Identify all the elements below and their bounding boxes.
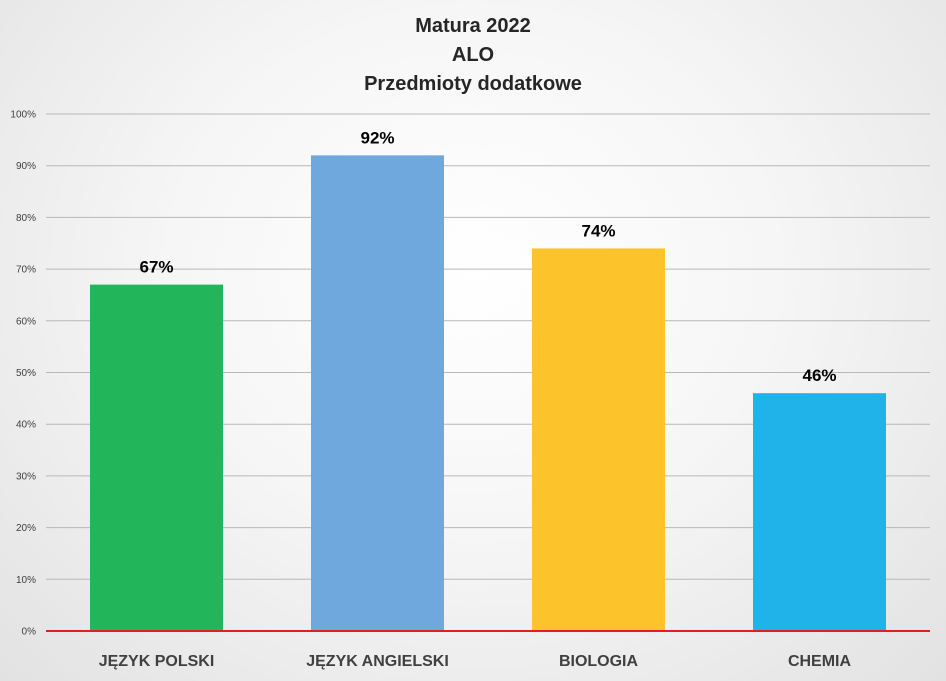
category-label: CHEMIA xyxy=(788,653,852,670)
y-tick-label: 10% xyxy=(16,575,36,586)
chart-title-line-3: Przedmioty dodatkowe xyxy=(364,73,582,95)
bar-3 xyxy=(532,248,665,632)
bar-1 xyxy=(90,284,223,631)
chart-title: Matura 2022 ALO Przedmioty dodatkowe xyxy=(0,12,946,99)
category-label: BIOLOGIA xyxy=(559,653,639,670)
chart-title-line-1: Matura 2022 xyxy=(415,15,531,37)
data-label: 74% xyxy=(581,221,615,240)
category-label: JĘZYK ANGIELSKI xyxy=(306,653,449,670)
y-tick-label: 50% xyxy=(16,368,36,379)
data-label: 92% xyxy=(360,128,394,147)
y-tick-label: 30% xyxy=(16,471,36,482)
y-tick-label: 100% xyxy=(10,110,36,121)
bar-4 xyxy=(753,393,886,631)
y-tick-label: 20% xyxy=(16,523,36,534)
y-tick-label: 90% xyxy=(16,161,36,172)
chart-title-line-2: ALO xyxy=(451,44,495,66)
y-tick-label: 0% xyxy=(22,627,37,638)
category-label: JĘZYK POLSKI xyxy=(99,653,215,670)
data-label: 46% xyxy=(802,366,836,385)
y-tick-label: 70% xyxy=(16,265,36,276)
bar-2 xyxy=(311,155,444,632)
y-tick-label: 60% xyxy=(16,316,36,327)
data-label: 67% xyxy=(139,258,173,277)
y-tick-label: 80% xyxy=(16,213,36,224)
y-tick-label: 40% xyxy=(16,420,36,431)
